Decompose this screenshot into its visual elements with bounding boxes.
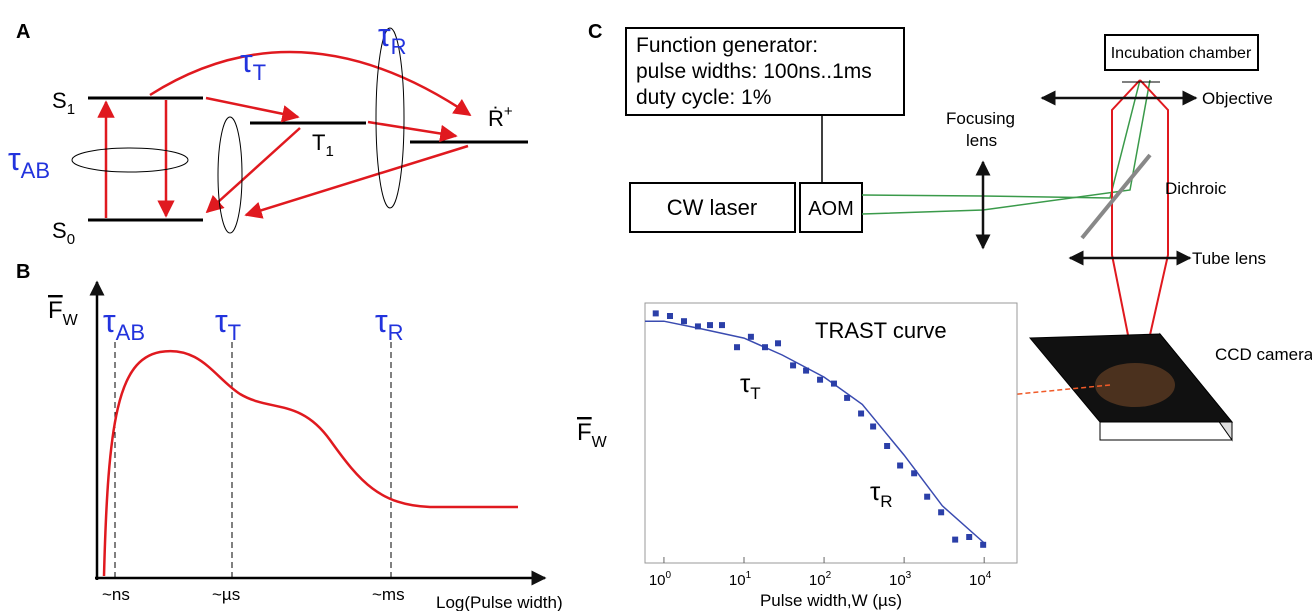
plot-frame [644, 302, 1018, 564]
panel-label: A [16, 21, 30, 43]
x-tick-base: 10 [729, 572, 746, 589]
x-tick-label: ~ns [102, 585, 130, 604]
annotation: τT [740, 368, 761, 403]
y-axis-label: FW [48, 297, 79, 329]
tau-label: τR [378, 17, 407, 59]
data-point [911, 470, 918, 477]
data-arrow [1007, 384, 1111, 399]
data-point [803, 367, 810, 374]
data-point [870, 423, 877, 430]
data-point [706, 322, 713, 329]
component-label: CCD camera [1215, 345, 1312, 364]
x-tick-exp: 4 [986, 570, 992, 581]
data-point [747, 333, 754, 340]
x-tick-exp: 0 [666, 570, 672, 581]
data-point [817, 376, 824, 383]
energy-levels [88, 96, 528, 222]
panel-label: C [588, 21, 602, 43]
laser-box [629, 182, 796, 233]
x-tick-exp: 1 [746, 570, 752, 581]
data-point [680, 318, 687, 325]
data-point [734, 344, 741, 351]
y-axis-label: FW [577, 419, 608, 451]
x-tick-label: 100 [649, 570, 672, 589]
box-text: CW laser [667, 195, 757, 220]
x-axis-label: Pulse width,W (µs) [760, 591, 902, 610]
fit-line [645, 320, 985, 544]
dashed-markers [114, 342, 392, 578]
annotation: τR [870, 476, 893, 511]
ccd-camera [1028, 332, 1234, 442]
data-point [718, 322, 725, 329]
x-tick-label: 104 [969, 570, 992, 589]
box-text: pulse widths: 100ns..1ms [636, 60, 872, 83]
data-point [790, 362, 797, 369]
x-tick-label: 102 [809, 570, 832, 589]
data-point [666, 313, 673, 319]
box-text: AOM [808, 198, 854, 220]
data-point [858, 410, 865, 417]
x-tick-base: 10 [889, 572, 906, 589]
component-label: Dichroic [1165, 179, 1227, 198]
component-label: Tube lens [1192, 249, 1266, 268]
data-point [980, 541, 987, 548]
x-tick-exp: 3 [906, 570, 912, 581]
component-label: Incubation chamber [1111, 45, 1252, 62]
state-label: S1 [52, 88, 75, 118]
data-point [938, 509, 945, 516]
box-text: duty cycle: 1% [636, 86, 771, 109]
chamber-box [1104, 34, 1259, 71]
x-tick-label: 101 [729, 570, 752, 589]
state-label: S0 [52, 218, 75, 248]
data-point [775, 340, 782, 347]
axes [89, 280, 547, 586]
component-label: Focusing [946, 109, 1015, 128]
function-generator-box [625, 27, 905, 116]
data-point [652, 310, 659, 317]
data-point [762, 344, 769, 351]
state-label: T1 [312, 130, 334, 160]
x-tick-exp: 2 [826, 570, 832, 581]
x-tick-label: 103 [889, 570, 912, 589]
data-point [844, 394, 851, 401]
x-tick-base: 10 [809, 572, 826, 589]
tau-label: τT [240, 43, 266, 85]
data-point [884, 443, 891, 449]
x-tick-label: ~µs [212, 585, 240, 604]
x-tick-label: ~ms [372, 585, 405, 604]
data-point [952, 536, 959, 543]
state-label: Ṙ+ [488, 103, 513, 131]
tau-label: τR [375, 303, 404, 345]
panel-label: B [16, 261, 30, 283]
data-point [694, 323, 701, 330]
transitions [97, 50, 472, 219]
x-tick-base: 10 [649, 572, 666, 589]
data-point [924, 493, 931, 500]
aom-box [799, 182, 863, 233]
green-beam [861, 79, 1151, 215]
schematic-curve [102, 349, 518, 577]
dichroic-mirror [1080, 153, 1152, 240]
data-point [897, 462, 904, 469]
x-axis-label: Log(Pulse width) [436, 593, 563, 611]
box-text: Function generator: [636, 34, 818, 57]
tau-label: τT [215, 303, 241, 345]
tau-label: τAB [103, 303, 145, 345]
x-tick-base: 10 [969, 572, 986, 589]
data-point [966, 534, 973, 540]
lifetime-ellipses [71, 27, 405, 234]
red-beam [1111, 79, 1169, 336]
component-label: Objective [1202, 89, 1273, 108]
component-label: lens [966, 131, 997, 150]
data-point [830, 380, 837, 387]
chart-title: TRAST curve [815, 318, 947, 343]
tau-label: τAB [8, 141, 50, 183]
